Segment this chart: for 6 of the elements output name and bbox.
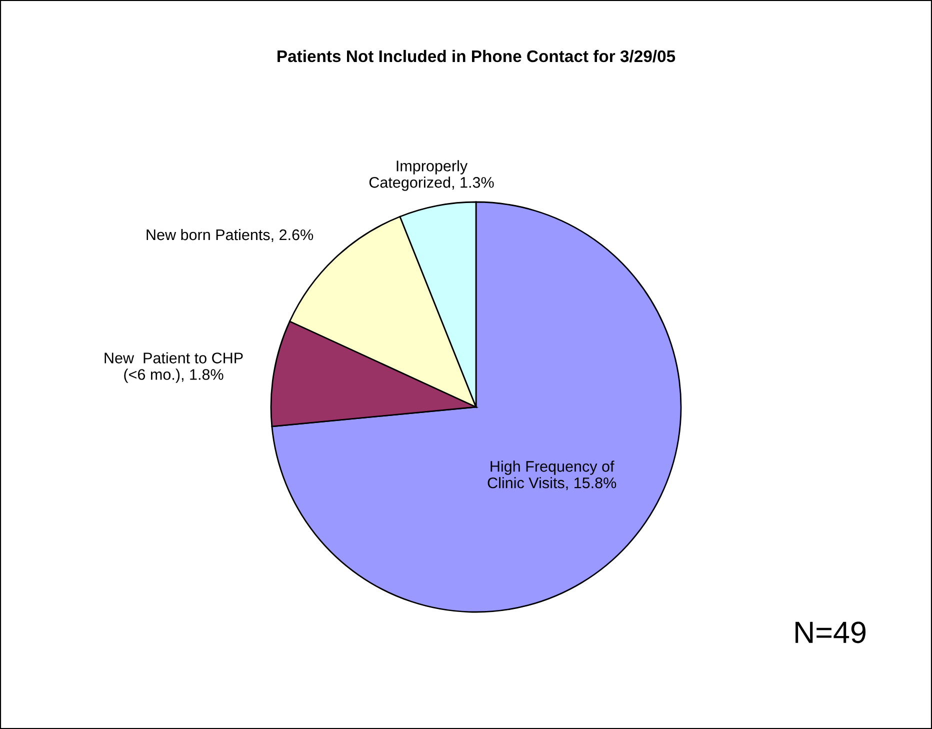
chart-title: Patients Not Included in Phone Contact for 3/29/05 [278, 50, 676, 62]
text: N=49 [796, 622, 866, 644]
slice-label: New born Patients, 2.6% [146, 228, 314, 242]
slice-label: Improperly Categorized, 1.3% [369, 160, 494, 191]
slice-label: New Patient to CHP (<6 mo.), 1.8% [104, 352, 243, 383]
slice-label: High Frequency of Clinic Visits, 15.8% [488, 460, 616, 490]
